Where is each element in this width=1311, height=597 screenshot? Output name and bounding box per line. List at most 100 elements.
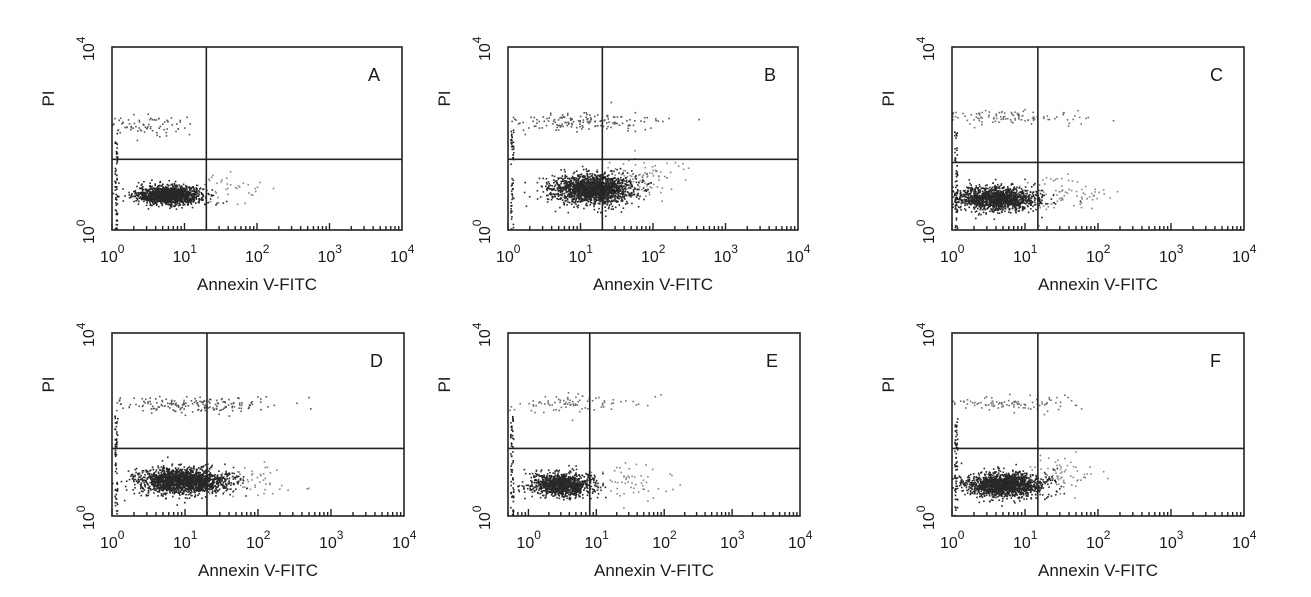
event-point (510, 190, 513, 192)
event-point (591, 184, 593, 187)
event-point (254, 190, 257, 193)
event-point (557, 184, 559, 186)
event-point (164, 190, 167, 193)
event-point (652, 169, 654, 172)
event-point (154, 191, 156, 194)
event-point (579, 197, 581, 199)
event-point (990, 200, 993, 202)
event-point (566, 199, 569, 201)
event-point (987, 190, 990, 193)
event-point (572, 181, 575, 184)
event-point (115, 150, 118, 153)
event-point (574, 192, 577, 195)
event-point (638, 197, 640, 200)
event-point (1012, 189, 1014, 191)
event-point (606, 175, 609, 177)
event-point (621, 179, 623, 181)
x-tick-label: 102 (245, 242, 270, 266)
event-point (165, 195, 168, 197)
event-point (528, 196, 531, 198)
event-point (963, 193, 965, 196)
event-point (584, 189, 586, 191)
event-point (188, 192, 191, 195)
event-point (624, 193, 627, 196)
event-point (166, 187, 169, 189)
event-point (634, 188, 637, 190)
event-point (985, 187, 988, 190)
event-point (185, 184, 187, 187)
event-point (647, 183, 649, 185)
event-point (155, 188, 157, 191)
event-point (999, 194, 1002, 197)
event-point (611, 194, 613, 197)
event-point (545, 181, 548, 184)
event-point (117, 129, 119, 132)
event-point (1002, 201, 1005, 204)
event-point (555, 189, 557, 192)
event-point (128, 197, 131, 199)
event-point (158, 193, 160, 196)
event-point (177, 198, 180, 200)
event-point (207, 201, 210, 204)
event-point (581, 180, 583, 183)
event-point (948, 209, 950, 211)
event-point (208, 178, 210, 181)
event-point (116, 228, 118, 230)
event-point (141, 192, 143, 194)
event-point (587, 177, 589, 179)
event-point (524, 181, 527, 184)
event-point (617, 179, 620, 182)
event-point (646, 175, 649, 177)
event-point (167, 190, 170, 193)
event-point (513, 197, 515, 200)
event-point (536, 190, 539, 192)
event-point (158, 197, 160, 199)
event-point (974, 191, 976, 194)
event-point (974, 211, 977, 213)
event-point (592, 180, 594, 183)
event-point (156, 199, 159, 201)
event-point (585, 170, 588, 172)
event-point (609, 191, 612, 194)
event-point (970, 211, 973, 213)
event-point (161, 188, 163, 190)
event-point (575, 199, 577, 201)
event-point (622, 207, 625, 209)
y-axis-title: PI (435, 90, 454, 106)
event-point (143, 197, 145, 199)
event-point (1032, 191, 1035, 193)
event-point (515, 119, 517, 121)
event-point (512, 154, 514, 156)
event-point (960, 198, 962, 201)
event-point (624, 190, 627, 193)
event-point (180, 201, 183, 203)
event-point (169, 192, 171, 195)
event-point (549, 191, 552, 194)
event-point (567, 201, 569, 203)
event-point (618, 124, 621, 126)
event-point (1000, 183, 1003, 185)
event-point (178, 202, 180, 205)
event-point (1038, 200, 1041, 203)
event-point (169, 207, 171, 210)
event-point (548, 188, 551, 190)
event-point (628, 187, 630, 189)
event-point (151, 192, 154, 195)
event-point (581, 128, 583, 130)
event-point (995, 204, 997, 206)
event-point (1026, 204, 1029, 207)
event-point (616, 116, 619, 118)
event-point (155, 192, 158, 194)
event-point (1016, 201, 1019, 203)
event-point (161, 198, 163, 201)
event-point (589, 193, 591, 196)
event-point (617, 193, 620, 196)
event-point (605, 194, 608, 196)
event-point (569, 191, 572, 194)
event-point (215, 192, 217, 194)
event-point (190, 203, 193, 205)
event-point (992, 205, 995, 208)
event-point (982, 208, 984, 211)
event-point (193, 192, 195, 195)
